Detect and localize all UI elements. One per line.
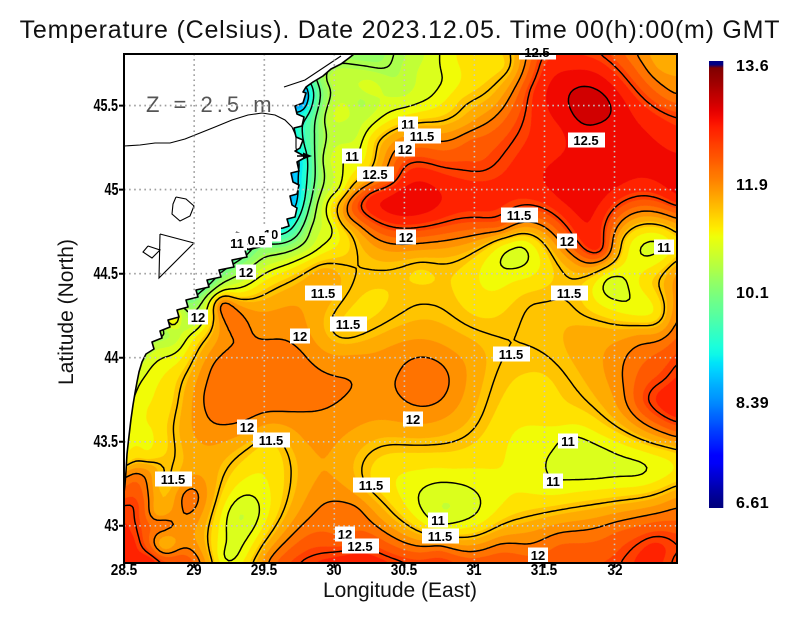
svg-text:12.5: 12.5 — [573, 133, 598, 148]
svg-text:12: 12 — [399, 230, 413, 245]
svg-text:12.5: 12.5 — [347, 539, 372, 554]
svg-text:12: 12 — [406, 412, 420, 427]
svg-text:12: 12 — [560, 234, 574, 249]
svg-text:12.5: 12.5 — [524, 45, 549, 60]
svg-text:12: 12 — [293, 329, 307, 344]
svg-text:11.5: 11.5 — [499, 347, 524, 362]
svg-text:11.5: 11.5 — [161, 472, 186, 487]
svg-text:12: 12 — [531, 548, 545, 563]
svg-text:11: 11 — [345, 149, 359, 164]
svg-text:11.5: 11.5 — [557, 286, 582, 301]
svg-text:12.5: 12.5 — [362, 167, 387, 182]
svg-text:11.5: 11.5 — [428, 529, 453, 544]
svg-text:12: 12 — [338, 527, 352, 542]
svg-text:Z = 2.5 m: Z = 2.5 m — [146, 92, 276, 117]
svg-text:11: 11 — [431, 513, 445, 528]
svg-text:12: 12 — [398, 142, 412, 157]
svg-text:11: 11 — [561, 434, 575, 449]
svg-text:12: 12 — [239, 265, 253, 280]
svg-text:11: 11 — [546, 474, 560, 489]
svg-text:11.5: 11.5 — [507, 208, 532, 223]
svg-text:11.5: 11.5 — [336, 317, 361, 332]
svg-text:11: 11 — [230, 236, 244, 251]
svg-text:12: 12 — [191, 310, 205, 325]
svg-text:11.5: 11.5 — [311, 286, 336, 301]
svg-text:11.5: 11.5 — [410, 129, 435, 144]
svg-text:11.5: 11.5 — [259, 433, 284, 448]
svg-text:11: 11 — [657, 240, 671, 255]
svg-text:11: 11 — [401, 117, 415, 132]
svg-text:12: 12 — [240, 420, 254, 435]
svg-text:11.5: 11.5 — [359, 478, 384, 493]
